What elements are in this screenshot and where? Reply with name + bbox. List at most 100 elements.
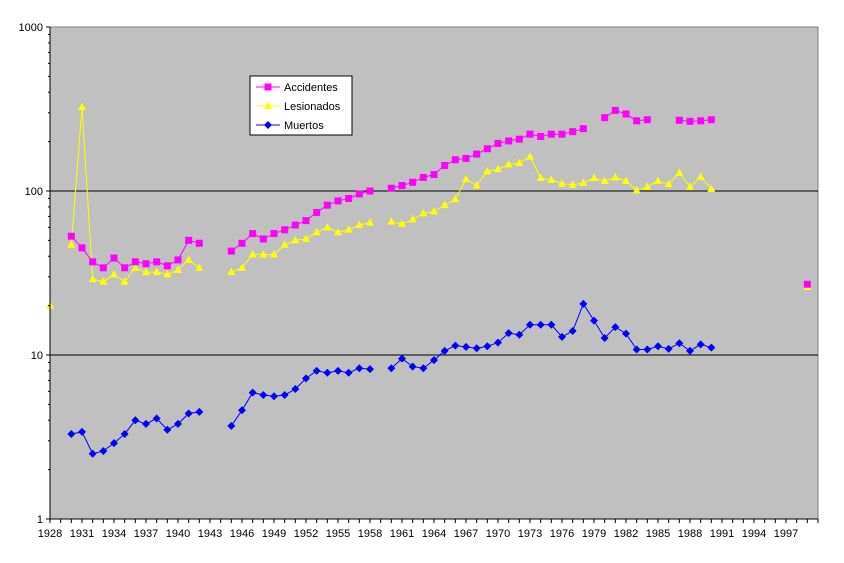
data-point <box>99 277 108 285</box>
x-tick-label: 1967 <box>454 528 478 540</box>
data-point <box>483 145 491 153</box>
data-point <box>366 365 374 374</box>
data-point <box>494 338 502 347</box>
data-point <box>174 256 182 264</box>
data-point <box>120 429 129 438</box>
data-point <box>622 329 630 338</box>
data-point <box>67 240 76 248</box>
data-point <box>387 217 396 225</box>
data-point <box>590 316 598 325</box>
data-point <box>526 152 534 160</box>
data-point <box>696 172 705 180</box>
x-tick-label: 1931 <box>70 528 94 540</box>
data-point <box>312 227 321 236</box>
data-point <box>654 342 662 351</box>
y-axis: 1 10 100 1000 <box>19 22 51 526</box>
x-tick-label: 1937 <box>134 528 158 540</box>
data-point <box>334 366 342 375</box>
x-tick-label: 1943 <box>198 528 222 540</box>
data-point <box>696 340 705 349</box>
data-point <box>633 117 641 125</box>
data-point <box>462 342 470 351</box>
data-point <box>632 185 641 194</box>
data-point <box>334 227 342 236</box>
data-point <box>419 173 427 181</box>
data-point <box>611 106 619 114</box>
data-point <box>440 200 449 209</box>
data-point <box>344 225 353 233</box>
x-tick-label: 1982 <box>614 528 638 540</box>
data-point <box>579 299 588 308</box>
data-point <box>302 374 310 383</box>
data-point <box>110 269 118 278</box>
legend-label: Lesionados <box>284 101 341 113</box>
data-point <box>579 125 587 133</box>
data-point <box>707 184 716 192</box>
data-point <box>270 230 278 238</box>
data-point <box>195 263 204 271</box>
x-tick-label: 1976 <box>550 528 574 540</box>
data-point <box>419 364 428 373</box>
data-point <box>163 425 172 434</box>
data-point <box>281 226 289 234</box>
data-point <box>558 130 566 138</box>
x-tick-label: 1988 <box>678 528 702 540</box>
data-point <box>238 406 246 415</box>
data-point <box>355 364 364 373</box>
data-point <box>451 194 460 203</box>
data-point <box>483 166 492 175</box>
data-point <box>163 269 172 278</box>
data-point <box>643 345 652 354</box>
data-point <box>270 392 278 401</box>
data-point <box>184 255 193 263</box>
data-point <box>184 409 193 418</box>
data-point <box>675 168 684 176</box>
data-point <box>131 258 139 266</box>
data-point <box>387 184 395 192</box>
gridlines <box>50 190 818 356</box>
data-point <box>312 366 321 375</box>
data-point <box>472 181 481 189</box>
x-tick-label: 1961 <box>390 528 414 540</box>
y-tick-label: 100 <box>25 186 43 198</box>
data-point <box>803 280 811 288</box>
y-tick-label: 1000 <box>19 22 43 34</box>
data-point <box>302 234 310 242</box>
data-point <box>110 254 118 262</box>
data-point <box>249 230 257 238</box>
data-point <box>686 346 694 355</box>
x-tick-label: 1997 <box>774 528 798 540</box>
legend: Accidentes Lesionados Muertos <box>249 75 353 136</box>
data-point <box>248 388 257 397</box>
data-point <box>78 427 86 436</box>
x-tick-label: 1940 <box>166 528 190 540</box>
x-tick-label: 1973 <box>518 528 542 540</box>
data-point <box>686 117 694 125</box>
data-point <box>227 267 236 276</box>
data-point <box>89 258 97 266</box>
x-tick-label: 1994 <box>742 528 766 540</box>
data-point <box>664 344 673 353</box>
data-point <box>537 132 545 140</box>
y-tick-label: 1 <box>37 514 43 526</box>
data-point <box>611 323 620 332</box>
data-point <box>664 179 673 188</box>
data-point <box>504 160 513 168</box>
data-point <box>398 219 406 227</box>
data-point <box>504 329 513 338</box>
data-point <box>88 274 97 283</box>
data-point <box>643 182 652 190</box>
data-point <box>323 222 332 231</box>
series-layer <box>46 102 812 458</box>
legend-marker <box>264 83 272 91</box>
data-point <box>686 182 694 190</box>
data-point <box>408 362 417 371</box>
legend-item-lesionados: Lesionados <box>256 101 341 113</box>
data-point <box>163 262 171 270</box>
legend-label: Muertos <box>284 120 324 132</box>
data-point <box>313 208 321 216</box>
data-point <box>291 385 300 394</box>
data-point <box>494 164 502 173</box>
data-point <box>505 137 513 145</box>
